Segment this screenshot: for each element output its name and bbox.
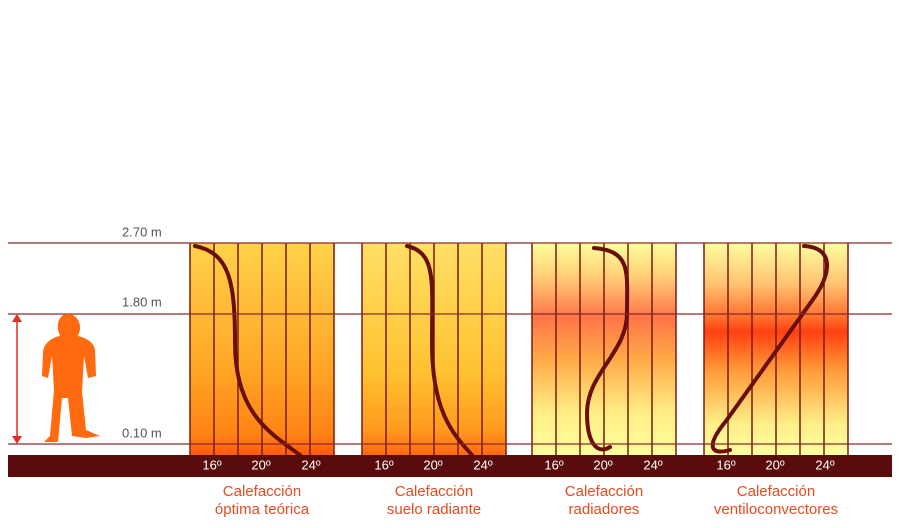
caption: óptima teórica (215, 501, 310, 518)
caption: Calefacción (565, 483, 643, 500)
height-label: 1.80 m (122, 294, 162, 309)
temp-label: 24º (815, 457, 834, 472)
caption: Calefacción (395, 483, 473, 500)
panels (189, 243, 849, 457)
caption: ventiloconvectores (714, 501, 838, 518)
temp-label: 20º (423, 457, 442, 472)
height-arrow (12, 314, 22, 444)
panel (189, 243, 335, 457)
temp-label: 16º (716, 457, 735, 472)
temp-label: 24º (301, 457, 320, 472)
panel (531, 243, 677, 455)
temp-label: 16º (544, 457, 563, 472)
temp-label: 20º (593, 457, 612, 472)
caption: suelo radiante (387, 501, 481, 518)
temp-label: 20º (251, 457, 270, 472)
temp-label: 16º (374, 457, 393, 472)
temperature-curve (193, 244, 302, 457)
caption: Calefacción (737, 483, 815, 500)
temp-label: 20º (765, 457, 784, 472)
floor (8, 455, 892, 477)
panel (361, 243, 507, 457)
temp-label: 16º (202, 457, 221, 472)
temp-label: 24º (473, 457, 492, 472)
temperature-curve (710, 244, 829, 454)
panel (703, 243, 849, 455)
temp-label: 24º (643, 457, 662, 472)
caption: radiadores (569, 501, 640, 518)
person (42, 314, 100, 442)
reference-lines (8, 242, 892, 445)
temperature-curve (584, 246, 630, 452)
height-label: 0.10 m (122, 425, 162, 440)
temperature-curve (405, 244, 474, 457)
caption: Calefacción (223, 483, 301, 500)
height-label: 2.70 m (122, 224, 162, 239)
